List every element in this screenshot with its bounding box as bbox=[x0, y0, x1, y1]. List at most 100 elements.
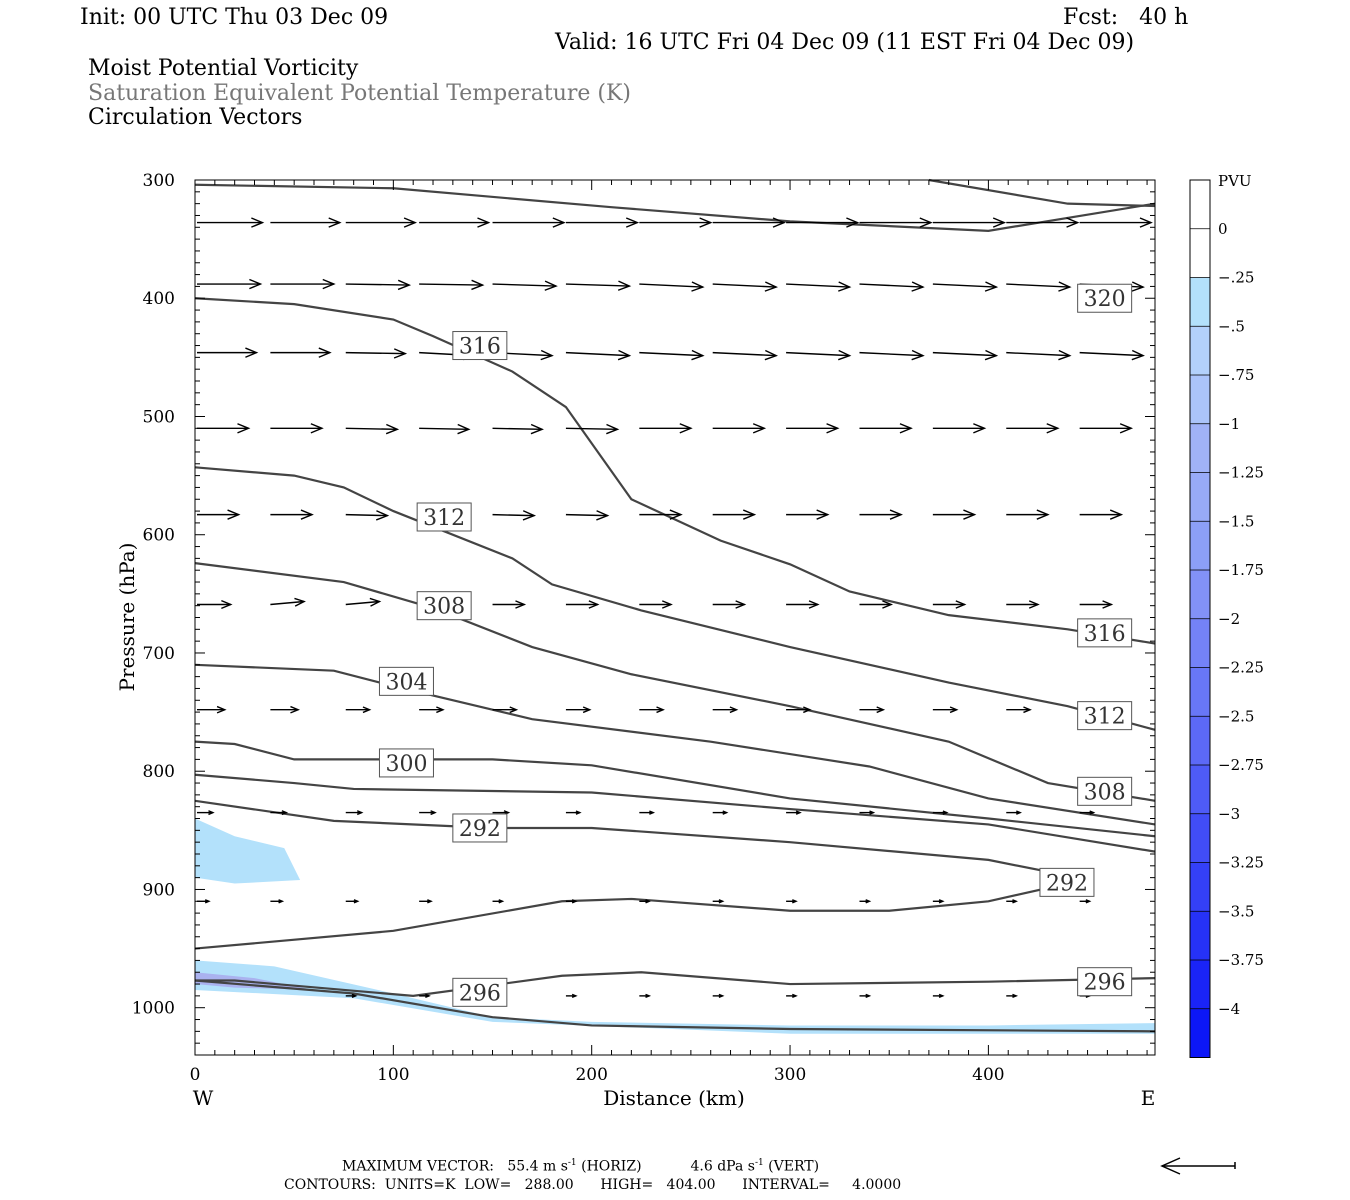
contour-label: 308 bbox=[423, 595, 465, 620]
contour-label: 312 bbox=[1084, 705, 1126, 730]
axis-layer: 300 400 500 600 700 800 900 1000 0 100 200 300 400 bbox=[132, 171, 1155, 1085]
vector-arrow bbox=[859, 351, 923, 357]
y-tick-label: 900 bbox=[143, 880, 175, 900]
vector-arrowhead bbox=[869, 810, 876, 815]
vector-arrowhead bbox=[571, 993, 578, 999]
vector-arrow bbox=[345, 600, 380, 606]
vector-arrowhead bbox=[403, 217, 418, 228]
vector-arrowhead bbox=[949, 706, 959, 714]
y-tick-label: 300 bbox=[143, 171, 175, 191]
vector-arrow bbox=[786, 283, 850, 288]
pv-region-1 bbox=[195, 960, 1155, 1034]
colorbar-segment bbox=[1190, 180, 1210, 229]
theta-contour-292 bbox=[194, 799, 1080, 883]
vector-arrowhead bbox=[351, 993, 358, 999]
reference-arrow bbox=[1160, 1157, 1236, 1175]
vector-arrowhead bbox=[1036, 509, 1050, 520]
vector-arrowhead bbox=[216, 705, 227, 714]
contour-label: 296 bbox=[1084, 971, 1126, 996]
vector-arrowhead bbox=[838, 281, 852, 292]
vector-arrow bbox=[492, 513, 535, 517]
colorbar-label: −2.75 bbox=[1218, 756, 1264, 774]
vector-arrow bbox=[345, 427, 398, 431]
vector-arrowhead bbox=[471, 279, 485, 291]
contour-label-box bbox=[1077, 618, 1133, 648]
vector-arrowhead bbox=[1119, 423, 1134, 434]
vector-arrowhead bbox=[1131, 281, 1145, 292]
contour-label-box bbox=[1077, 776, 1133, 806]
contour-label: 308 bbox=[1084, 780, 1126, 805]
horiz-exponent: -1 bbox=[567, 1158, 577, 1168]
vector-arrowhead bbox=[397, 279, 412, 291]
vector-arrowhead bbox=[575, 810, 582, 815]
vector-arrowhead bbox=[808, 600, 820, 609]
theta-contour-296 bbox=[195, 971, 1156, 997]
vector-arrowhead bbox=[838, 349, 852, 361]
y-tick-label: 500 bbox=[143, 407, 175, 427]
vector-arrowhead bbox=[876, 706, 886, 714]
vector-arrow bbox=[639, 351, 703, 357]
y-tick-label: 800 bbox=[143, 762, 175, 782]
vector-arrowhead bbox=[251, 217, 265, 228]
vector-arrowhead bbox=[722, 810, 729, 815]
x-tick-label: 200 bbox=[575, 1065, 607, 1085]
vector-arrowhead bbox=[691, 349, 705, 361]
vector-arrowhead bbox=[764, 349, 779, 361]
vector-arrowhead bbox=[792, 993, 798, 999]
contour-label: 316 bbox=[1084, 622, 1126, 647]
vector-arrow bbox=[1079, 351, 1144, 357]
vector-arrowhead bbox=[742, 509, 757, 520]
colorbar-segment bbox=[1190, 618, 1210, 668]
x-tick-label: 0 bbox=[190, 1065, 201, 1085]
contour-label-box bbox=[378, 748, 434, 778]
vector-arrow bbox=[419, 427, 469, 431]
contour-label-layer: 320 316 312 308 316 304 312 300 308 292 292 296 296 bbox=[378, 283, 1133, 1007]
colorbar-segment bbox=[1190, 911, 1210, 960]
colorbar-segment bbox=[1190, 1008, 1210, 1058]
init-time: Init: 00 UTC Thu 03 Dec 09 bbox=[80, 5, 389, 30]
vector-arrow bbox=[786, 351, 850, 357]
colorbar-label: −1.25 bbox=[1218, 464, 1264, 482]
theta-contour-300 bbox=[194, 740, 1156, 838]
vector-arrow bbox=[1006, 283, 1070, 288]
contour-label-box bbox=[1077, 283, 1133, 313]
contour-label: 312 bbox=[423, 506, 465, 531]
vector-arrowhead bbox=[826, 423, 840, 434]
circulation-vector-layer bbox=[197, 217, 1153, 999]
colorbar-label: −3.5 bbox=[1218, 902, 1254, 920]
colorbar-label: −.25 bbox=[1218, 269, 1254, 287]
vert-tag: (VERT) bbox=[763, 1158, 820, 1175]
vector-arrow bbox=[565, 351, 630, 357]
field-title-theta: Saturation Equivalent Potential Temperat… bbox=[88, 81, 631, 106]
colorbar-segment bbox=[1190, 326, 1210, 375]
vector-arrow bbox=[345, 351, 406, 355]
vector-arrowhead bbox=[571, 899, 578, 904]
vector-arrowhead bbox=[865, 899, 872, 904]
vector-arrowhead bbox=[938, 993, 945, 999]
colorbar-label: −1.5 bbox=[1218, 512, 1254, 530]
vector-arrowhead bbox=[310, 423, 324, 434]
vector-arrow bbox=[270, 600, 305, 606]
theta-contour-308 bbox=[194, 562, 1156, 802]
vector-arrowhead bbox=[795, 810, 802, 815]
vector-arrow bbox=[565, 283, 630, 287]
vector-arrowhead bbox=[691, 281, 705, 292]
vector-arrowhead bbox=[645, 899, 652, 904]
vector-arrowhead bbox=[522, 510, 537, 521]
vector-arrow bbox=[492, 283, 557, 287]
vector-arrowhead bbox=[606, 423, 620, 435]
colorbar-segment bbox=[1190, 570, 1210, 619]
vector-arrowhead bbox=[718, 899, 725, 904]
colorbar-label: −2 bbox=[1218, 610, 1240, 628]
colorbar-label: −3 bbox=[1218, 805, 1240, 823]
valid-time: Valid: 16 UTC Fri 04 Dec 09 (11 EST Fri … bbox=[555, 30, 1135, 55]
vector-arrowhead bbox=[963, 509, 977, 520]
vector-arrowhead bbox=[984, 281, 999, 292]
vector-arrowhead bbox=[596, 510, 610, 521]
vector-arrowhead bbox=[290, 705, 300, 714]
vector-arrowhead bbox=[973, 423, 987, 434]
vector-arrowhead bbox=[245, 347, 259, 358]
vector-arrowhead bbox=[772, 217, 786, 228]
colorbar-label: −4 bbox=[1218, 1000, 1240, 1018]
